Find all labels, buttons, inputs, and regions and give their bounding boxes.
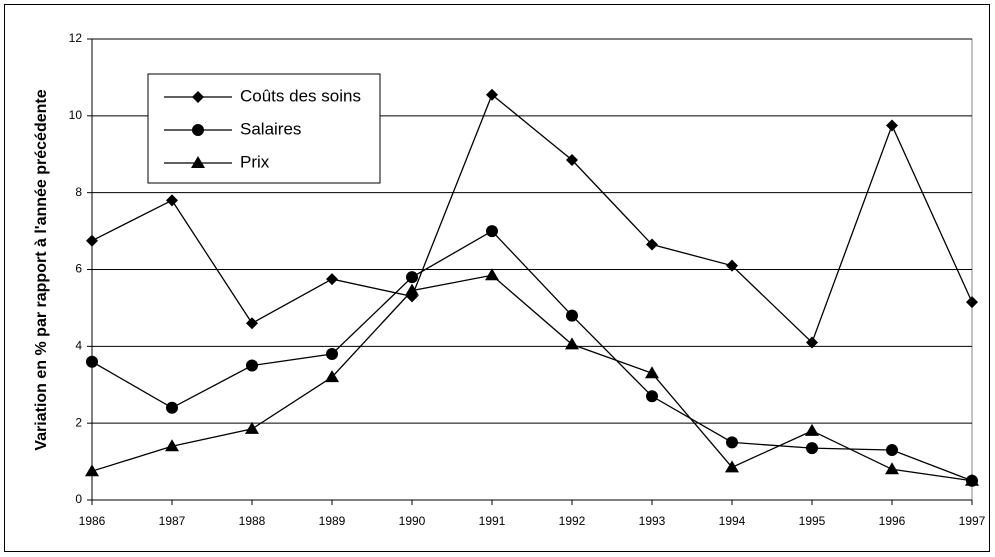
y-tick-label: 4 xyxy=(75,339,82,353)
marker xyxy=(325,370,339,383)
marker xyxy=(166,401,178,414)
marker xyxy=(86,355,98,368)
marker xyxy=(85,464,99,477)
marker xyxy=(646,390,658,403)
marker xyxy=(566,309,578,322)
x-tick-label: 1991 xyxy=(479,514,506,528)
marker xyxy=(165,439,179,452)
x-tick-label: 1990 xyxy=(399,514,426,528)
x-tick-label: 1993 xyxy=(639,514,666,528)
legend-label: Salaires xyxy=(240,119,301,138)
marker xyxy=(246,359,258,372)
marker xyxy=(566,154,578,167)
marker xyxy=(806,442,818,455)
marker xyxy=(645,366,659,379)
y-tick-label: 2 xyxy=(75,415,82,429)
marker xyxy=(886,119,898,132)
x-tick-label: 1996 xyxy=(879,514,906,528)
marker xyxy=(246,317,258,330)
x-tick-label: 1987 xyxy=(159,514,186,528)
marker xyxy=(965,473,979,486)
x-tick-label: 1994 xyxy=(719,514,746,528)
marker xyxy=(966,296,978,309)
marker xyxy=(405,283,419,296)
marker xyxy=(192,91,204,103)
x-tick-label: 1986 xyxy=(79,514,106,528)
marker xyxy=(326,348,338,361)
y-axis-label: Variation en % par rapport à l'année pré… xyxy=(33,89,50,450)
legend-label: Coûts des soins xyxy=(240,86,361,105)
x-tick-label: 1995 xyxy=(799,514,826,528)
marker xyxy=(886,444,898,457)
marker xyxy=(726,436,738,449)
series-line xyxy=(91,230,973,482)
marker xyxy=(726,259,738,272)
marker xyxy=(485,268,499,281)
y-tick-label: 0 xyxy=(75,492,82,506)
marker xyxy=(406,271,418,284)
series-line xyxy=(91,93,973,344)
marker xyxy=(166,194,178,207)
y-tick-label: 12 xyxy=(69,31,83,45)
marker xyxy=(565,337,579,350)
marker xyxy=(805,423,819,436)
marker xyxy=(725,460,739,473)
x-tick-label: 1992 xyxy=(559,514,586,528)
y-tick-label: 8 xyxy=(75,185,82,199)
marker xyxy=(191,156,205,168)
marker xyxy=(486,225,498,238)
marker xyxy=(245,421,259,434)
x-tick-label: 1989 xyxy=(319,514,346,528)
y-tick-label: 6 xyxy=(75,262,82,276)
marker xyxy=(86,234,98,247)
legend-box xyxy=(147,73,381,184)
marker xyxy=(646,238,658,251)
series-line xyxy=(91,274,973,482)
marker xyxy=(326,273,338,286)
marker xyxy=(486,88,498,101)
y-tick-label: 10 xyxy=(69,108,83,122)
marker xyxy=(806,336,818,349)
marker xyxy=(192,124,204,136)
legend-label: Prix xyxy=(240,152,270,171)
x-tick-label: 1997 xyxy=(959,514,986,528)
x-tick-label: 1988 xyxy=(239,514,266,528)
marker xyxy=(885,462,899,475)
